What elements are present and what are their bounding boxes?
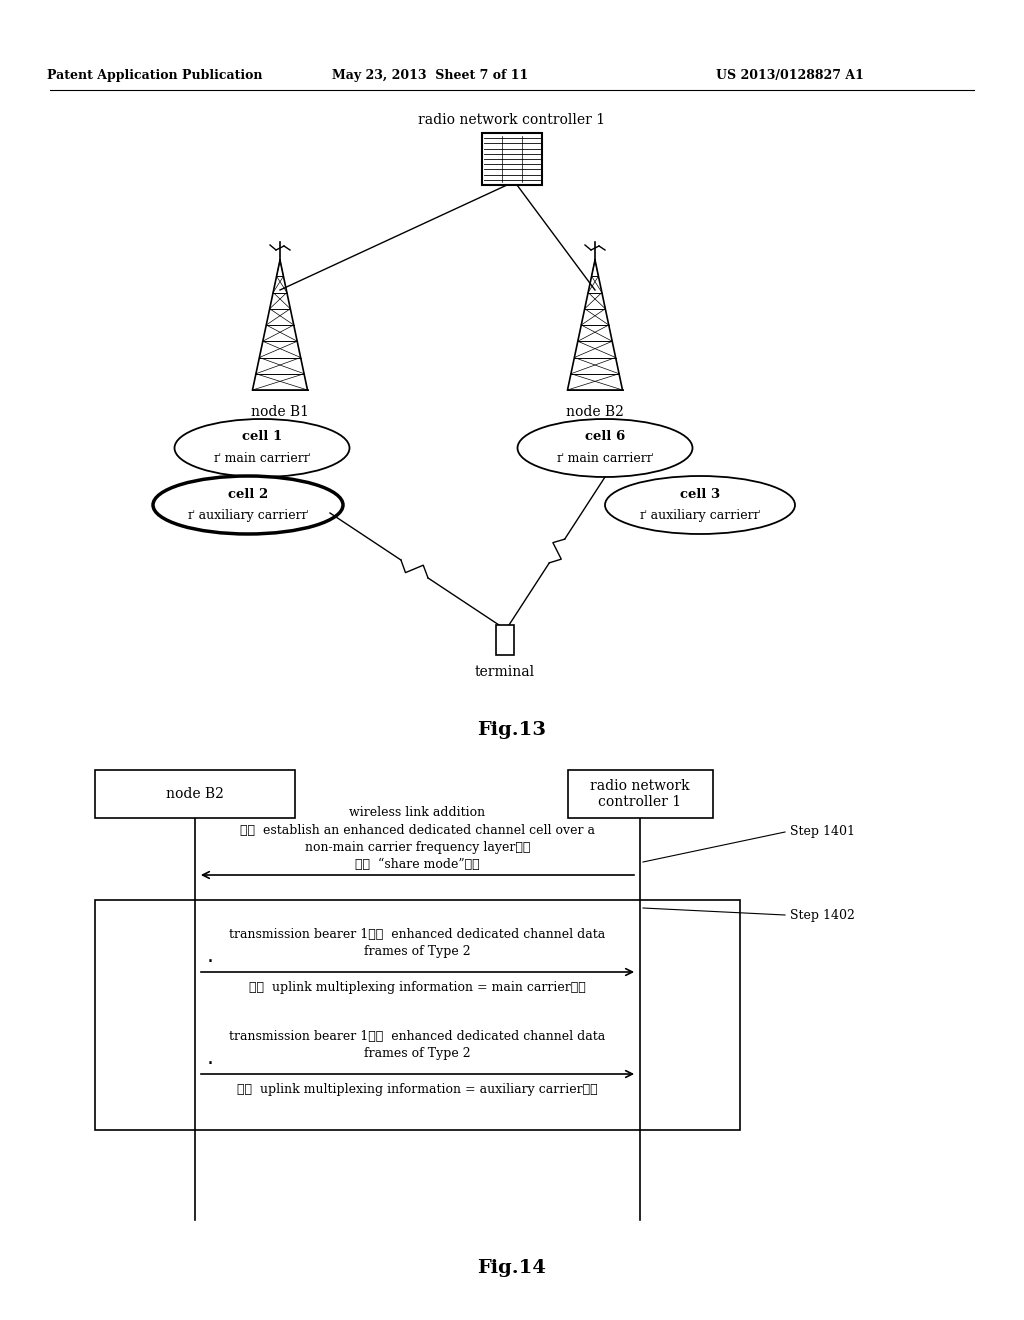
Bar [95, 770, 295, 818]
Text: ґ auxiliary carrierґ: ґ auxiliary carrierґ [187, 510, 308, 523]
Text: controller 1: controller 1 [598, 795, 682, 809]
Text: transmission bearer 1ｉ？  enhanced dedicated channel data: transmission bearer 1ｉ？ enhanced dedicat… [229, 1030, 605, 1043]
Text: cell 3: cell 3 [680, 487, 720, 500]
Text: wireless link addition: wireless link addition [349, 805, 485, 818]
Text: ·: · [207, 1053, 214, 1074]
Text: cell 1: cell 1 [242, 430, 283, 444]
Text: Step 1402: Step 1402 [790, 908, 855, 921]
Text: ｉ？  “share mode”ｉ？: ｉ？ “share mode”ｉ？ [355, 858, 480, 871]
Text: transmission bearer 1ｉ？  enhanced dedicated channel data: transmission bearer 1ｉ？ enhanced dedicat… [229, 928, 605, 940]
Text: node B2: node B2 [166, 787, 224, 801]
Text: frames of Type 2: frames of Type 2 [365, 1047, 471, 1060]
Text: frames of Type 2: frames of Type 2 [365, 945, 471, 957]
Text: Step 1401: Step 1401 [790, 825, 855, 838]
Text: Fig.13: Fig.13 [477, 721, 547, 739]
Text: ґ auxiliary carrierґ: ґ auxiliary carrierґ [640, 510, 760, 523]
Bar [496, 624, 514, 655]
Text: non-main carrier frequency layerｉ？: non-main carrier frequency layerｉ？ [305, 842, 530, 854]
Text: US 2013/0128827 A1: US 2013/0128827 A1 [716, 69, 864, 82]
Ellipse shape [174, 418, 349, 477]
Text: ｉ？  establish an enhanced dedicated channel cell over a: ｉ？ establish an enhanced dedicated chann… [240, 824, 595, 837]
Ellipse shape [605, 477, 795, 535]
Text: Patent Application Publication: Patent Application Publication [47, 69, 263, 82]
Text: ґ main carrierґ: ґ main carrierґ [214, 453, 310, 466]
Text: radio network controller 1: radio network controller 1 [419, 114, 605, 127]
Text: ·: · [207, 952, 214, 972]
Text: ґ main carrierґ: ґ main carrierґ [557, 453, 653, 466]
Text: ｉ？  uplink multiplexing information = main carrierｉ？: ｉ？ uplink multiplexing information = mai… [249, 982, 586, 994]
Text: node B1: node B1 [251, 405, 309, 418]
Text: radio network: radio network [590, 779, 690, 793]
Bar [95, 900, 740, 1130]
Text: May 23, 2013  Sheet 7 of 11: May 23, 2013 Sheet 7 of 11 [332, 69, 528, 82]
Bar [482, 133, 542, 185]
Text: Fig.14: Fig.14 [477, 1259, 547, 1276]
Bar [567, 770, 713, 818]
Text: node B2: node B2 [566, 405, 624, 418]
Text: cell 6: cell 6 [585, 430, 625, 444]
Ellipse shape [153, 477, 343, 535]
Text: cell 2: cell 2 [228, 487, 268, 500]
Text: terminal: terminal [475, 665, 536, 678]
Ellipse shape [517, 418, 692, 477]
Text: ｉ？  uplink multiplexing information = auxiliary carrierｉ？: ｉ？ uplink multiplexing information = aux… [238, 1084, 598, 1097]
